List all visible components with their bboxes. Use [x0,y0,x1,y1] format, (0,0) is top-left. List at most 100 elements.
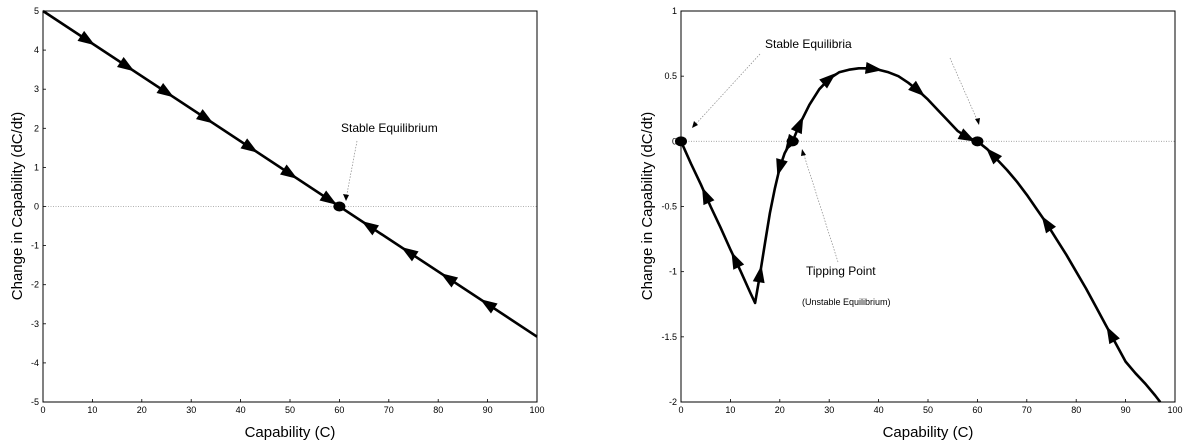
right-direction-arrow [908,80,925,97]
right-series-line [679,67,1162,403]
left-direction-arrow [196,109,214,124]
left-y-tick-label: -3 [31,319,39,329]
left-y-tick-label: 5 [34,6,39,16]
right-y-tick-label: -0.5 [661,202,677,212]
right-equilibrium-point [786,136,799,147]
left-chart: 0 10 20 30 40 50 60 70 80 90 100 543210-1-2-3-4-5 … [9,6,545,441]
left-annotation-stable-equilibrium: Stable Equilibrium [341,121,438,201]
left-annotation-arrowhead [343,194,349,201]
right-x-tick-label: 70 [1022,405,1032,415]
right-x-tick-label: 20 [775,405,785,415]
right-x-tick-label: 60 [972,405,982,415]
left-x-tick-label: 80 [433,405,443,415]
right-x-tick-label: 30 [824,405,834,415]
right-direction-arrow [790,116,804,135]
left-y-axis-label: Change in Capability (dC/dt) [9,112,26,300]
right-direction-arrow [1041,215,1057,234]
right-annotation-tipping-arrowhead [801,149,806,156]
left-x-tick-label: 70 [384,405,394,415]
left-y-tick-label: -4 [31,358,39,368]
left-y-tick-label: -1 [31,241,39,251]
right-annotation-tipping-point: Tipping Point (Unstable Equilibrium) [801,149,891,307]
left-direction-arrow [361,221,379,236]
left-y-tick-label: 1 [34,162,39,172]
left-x-tick-label: 100 [529,405,544,415]
right-direction-arrow [752,265,765,284]
left-direction-arrows [77,30,498,314]
right-annotation-stable-equilibria: Stable Equilibria [692,37,980,128]
right-x-tick-label: 80 [1071,405,1081,415]
right-annotation-unstable-text: (Unstable Equilibrium) [802,297,891,307]
right-x-tick-label: 90 [1121,405,1131,415]
right-y-axis-label: Change in Capability (dC/dt) [639,112,656,300]
right-series-path [679,67,1162,403]
right-x-axis-label: Capability (C) [883,424,974,441]
right-x-tick-label: 100 [1167,405,1182,415]
left-annotation-text: Stable Equilibrium [341,121,438,135]
right-annotation-tipping-pointer [802,151,839,263]
left-y-tick-label: 4 [34,45,39,55]
left-annotation-pointer [345,140,358,200]
right-y-ticks: 1 0.5 0 -0.5 -1 -1.5 -2 [661,6,684,407]
left-x-tick-label: 50 [285,405,295,415]
left-y-tick-label: -2 [31,280,39,290]
left-x-tick-label: 30 [186,405,196,415]
left-x-tick-label: 60 [334,405,344,415]
right-annotation-stable-text: Stable Equilibria [765,37,852,51]
left-y-tick-label: 2 [34,123,39,133]
right-x-tick-label: 0 [678,405,683,415]
right-direction-arrow [864,62,883,74]
right-direction-arrow [702,187,715,206]
right-x-ticks: 0 10 20 30 40 50 60 70 80 90 100 [678,399,1183,415]
right-direction-arrow [957,128,976,142]
left-x-tick-label: 40 [236,405,246,415]
left-direction-arrow [319,190,338,205]
left-y-tick-label: 3 [34,84,39,94]
right-direction-arrow [776,158,788,177]
right-equilibrium-points [675,136,984,147]
right-plot-frame [680,10,1176,403]
left-y-tick-label: -5 [31,397,39,407]
right-chart: 0 10 20 30 40 50 60 70 80 90 100 1 0.5 0 -0.5 -1 -1.5 -2… [639,6,1183,441]
left-x-tick-label: 20 [137,405,147,415]
right-annotation-stable-arrowhead-right [975,118,980,125]
left-x-axis-label: Capability (C) [245,424,336,441]
left-direction-arrow [280,164,298,179]
left-x-ticks: 0 10 20 30 40 50 60 70 80 90 100 [40,399,545,415]
right-direction-arrow [819,72,837,89]
right-annotation-stable-arrowhead-left [692,121,698,128]
left-direction-arrow [77,30,96,46]
right-direction-arrows [702,62,1120,345]
right-annotation-stable-pointer-left [693,53,761,127]
left-x-tick-label: 0 [40,405,45,415]
right-y-tick-label: 1 [672,6,677,16]
left-direction-arrow [156,82,175,98]
left-direction-arrow [401,247,419,262]
right-y-tick-label: -2 [669,397,677,407]
right-x-tick-label: 50 [923,405,933,415]
left-direction-arrow [240,138,259,153]
right-annotation-tipping-text: Tipping Point [806,264,876,278]
left-plot-frame [42,10,538,403]
left-direction-arrow [440,273,459,288]
left-direction-arrow [480,299,498,314]
left-y-tick-label: 0 [34,202,39,212]
right-y-tick-label: -1.5 [661,332,677,342]
right-x-tick-label: 10 [725,405,735,415]
right-x-tick-label: 40 [874,405,884,415]
right-direction-arrow [986,147,1003,165]
right-y-tick-label: 0.5 [664,71,677,81]
left-y-ticks: 5 4 3 2 1 0 -1 -2 -3 -4 -5 [31,6,46,407]
right-equilibrium-point [971,136,984,147]
right-direction-arrow [731,251,745,270]
left-x-tick-label: 10 [87,405,97,415]
left-equilibrium-point [333,201,346,212]
right-y-tick-label: -1 [669,267,677,277]
left-equilibrium-points [333,201,346,212]
right-annotation-stable-pointer-right [949,57,979,123]
left-direction-arrow [117,56,135,72]
left-x-tick-label: 90 [483,405,493,415]
right-y-tick-label: 0 [672,136,677,146]
right-direction-arrow [1106,326,1120,345]
